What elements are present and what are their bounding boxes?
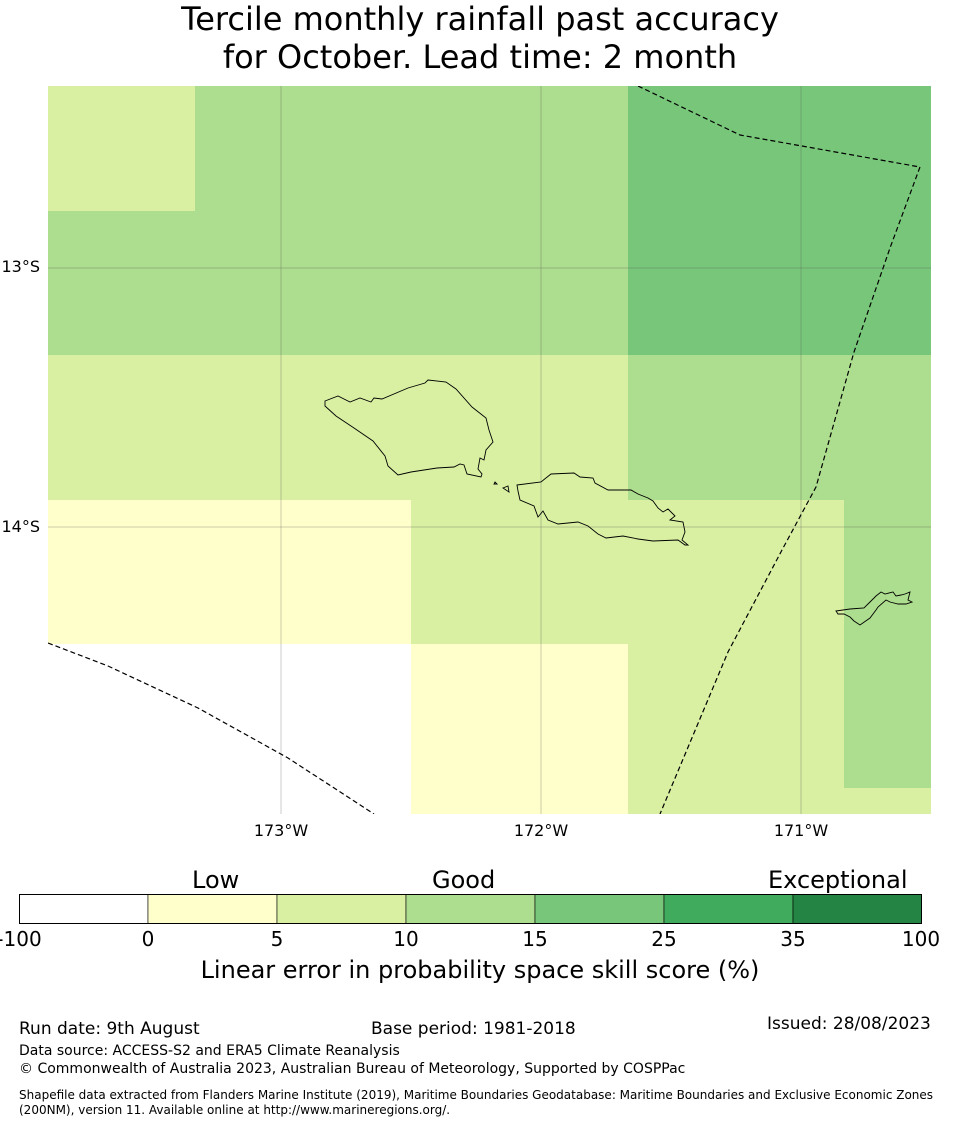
eez-boundary-southwest [48, 642, 375, 814]
manono-island [502, 485, 510, 493]
colorbar-tick: 35 [780, 927, 806, 951]
grid-cell [48, 86, 195, 211]
grid-cell [628, 86, 931, 355]
chart-title-line1: Tercile monthly rainfall past accuracy [181, 0, 779, 38]
graticule [48, 86, 931, 814]
colorbar-swatch [405, 894, 536, 924]
colorbar-tick: 15 [522, 927, 548, 951]
grid-cell [844, 500, 931, 788]
grid-cell [48, 211, 628, 355]
issued-date: Issued: 28/08/2023 [767, 1014, 931, 1034]
chart-title-line2: for October. Lead time: 2 month [222, 38, 738, 76]
skill-map [48, 86, 931, 814]
colorbar-tick: 0 [141, 927, 155, 951]
coastlines [324, 379, 914, 626]
grid-cell [195, 86, 628, 211]
base-period: Base period: 1981-2018 [371, 1019, 576, 1039]
colorbar-swatch [276, 894, 407, 924]
grid-cell [411, 500, 844, 644]
apolima-island [493, 481, 499, 485]
colorbar-swatch [663, 894, 794, 924]
grid-cell [844, 788, 931, 814]
colorbar-tick: 25 [651, 927, 677, 951]
lat-label-14s: 14°S [1, 517, 40, 536]
lon-label-171w: 171°W [773, 821, 829, 840]
colorbar-tick: 100 [901, 927, 941, 951]
copyright: © Commonwealth of Australia 2023, Austra… [19, 1061, 686, 1077]
colorbar-tick: 5 [270, 927, 284, 951]
colorbar-swatch [792, 894, 922, 924]
colorbar-swatch [534, 894, 665, 924]
grid-cell [628, 355, 931, 500]
lat-label-13s: 13°S [1, 257, 40, 276]
upolu-island [516, 472, 690, 546]
skill-grid [48, 86, 931, 814]
colorbar-swatch [19, 894, 149, 924]
tutuila-island [835, 591, 914, 626]
colorbar [19, 894, 922, 924]
run-date: Run date: 9th August [19, 1019, 200, 1039]
maritime-boundaries [48, 86, 921, 814]
colorbar-tick: -100 [0, 927, 42, 951]
colorbar-swatch [147, 894, 278, 924]
data-source: Data source: ACCESS-S2 and ERA5 Climate … [19, 1043, 400, 1059]
savaii-island [324, 379, 494, 478]
grid-cell [48, 500, 411, 644]
grid-cell [48, 355, 628, 500]
colorbar-tick: 10 [393, 927, 419, 951]
grid-cell [48, 644, 411, 814]
grid-cell [411, 644, 628, 814]
colorbar-title: Linear error in probability space skill … [200, 956, 760, 984]
category-label-exceptional: Exceptional [768, 866, 908, 894]
lon-label-172w: 172°W [513, 821, 569, 840]
grid-cell [628, 644, 844, 814]
category-label-good: Good [432, 866, 496, 894]
shapefile-note: Shapefile data extracted from Flanders M… [19, 1088, 934, 1117]
lon-label-173w: 173°W [253, 821, 309, 840]
category-label-low: Low [192, 866, 240, 894]
eez-boundary-north [637, 86, 921, 814]
